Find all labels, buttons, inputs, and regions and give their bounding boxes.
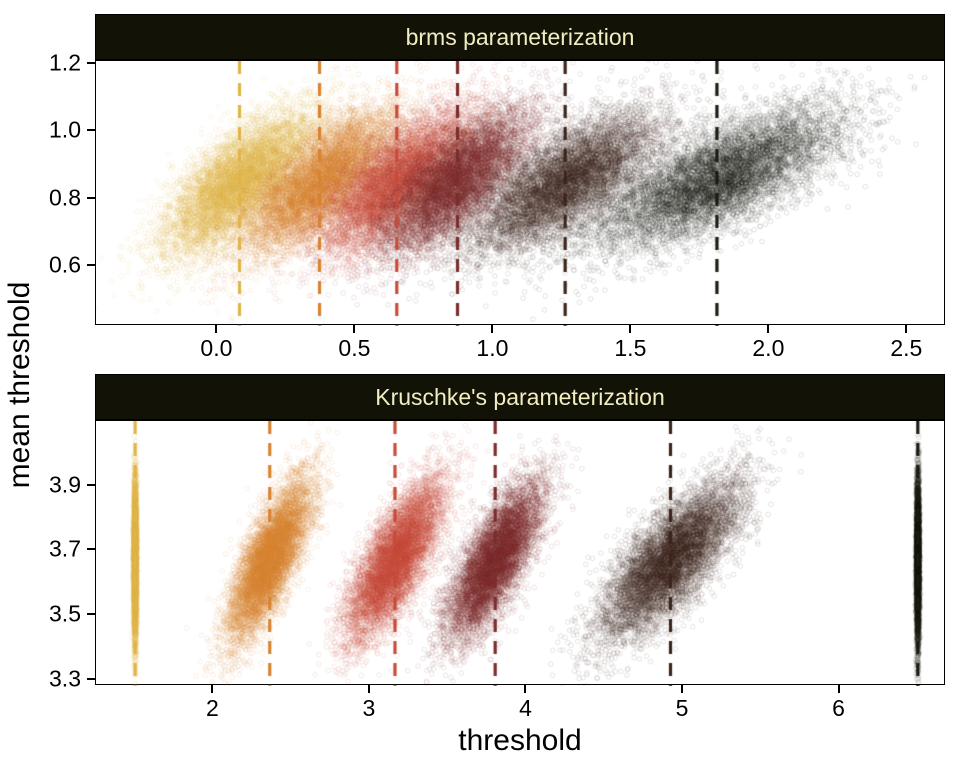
x-tick-label-brms: 0.5: [338, 335, 371, 361]
scatter-canvas-brms: [96, 61, 946, 326]
x-tick-brms: [491, 325, 494, 333]
x-tick-label-kruschke: 3: [362, 695, 376, 721]
x-tick-brms: [215, 325, 218, 333]
x-tick-label-kruschke: 2: [205, 695, 219, 721]
facet-strip-kruschke: Kruschke's parameterization: [95, 374, 945, 420]
x-tick-label-brms: 2.0: [752, 335, 785, 361]
y-tick-kruschke: [87, 612, 95, 615]
y-tick-kruschke: [87, 483, 95, 486]
y-tick-brms: [87, 129, 95, 132]
x-tick-label-kruschke: 6: [832, 695, 845, 721]
x-tick-kruschke: [837, 685, 840, 693]
x-tick-label-kruschke: 4: [519, 695, 532, 721]
y-tick-label-brms: 0.8: [49, 184, 81, 211]
x-tick-brms: [767, 325, 770, 333]
y-tick-label-brms: 1.2: [49, 49, 81, 76]
x-tick-label-kruschke: 5: [675, 695, 689, 721]
x-tick-kruschke: [524, 685, 527, 693]
facet-strip-kruschke-label: Kruschke's parameterization: [375, 383, 665, 410]
y-tick-brms: [87, 196, 95, 199]
y-tick-kruschke: [87, 677, 95, 680]
scatter-canvas-kruschke: [96, 421, 946, 686]
x-tick-label-brms: 0.0: [200, 335, 233, 361]
x-axis-title: threshold: [458, 724, 582, 757]
y-tick-label-kruschke: 3.3: [49, 665, 81, 692]
facet-strip-brms: brms parameterization: [95, 14, 945, 60]
x-tick-brms: [353, 325, 356, 333]
x-tick-brms: [905, 325, 908, 333]
x-tick-kruschke: [367, 685, 370, 693]
x-tick-label-brms: 2.5: [890, 335, 923, 361]
facet-strip-brms-label: brms parameterization: [405, 23, 635, 50]
x-tick-kruschke: [681, 685, 684, 693]
y-tick-kruschke: [87, 548, 95, 551]
y-tick-brms: [87, 62, 95, 65]
y-axis-title: mean threshold: [3, 281, 36, 489]
x-tick-brms: [629, 325, 632, 333]
x-tick-label-brms: 1.5: [614, 335, 647, 361]
y-tick-label-kruschke: 3.9: [49, 471, 81, 498]
y-tick-label-kruschke: 3.5: [49, 600, 81, 627]
plot-panel-kruschke: [95, 420, 946, 686]
y-tick-label-brms: 0.6: [49, 251, 81, 278]
x-tick-label-brms: 1.0: [476, 335, 509, 361]
x-tick-kruschke: [211, 685, 214, 693]
y-tick-label-kruschke: 3.7: [49, 535, 81, 562]
y-tick-brms: [87, 263, 95, 266]
plot-panel-brms: [95, 60, 946, 326]
y-tick-label-brms: 1.0: [49, 116, 81, 143]
